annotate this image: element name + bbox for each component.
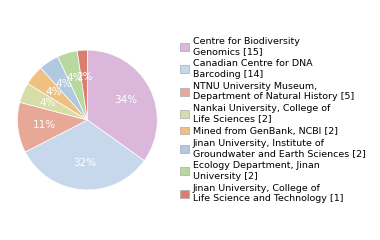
- Text: 2%: 2%: [76, 72, 92, 82]
- Text: 32%: 32%: [73, 158, 96, 168]
- Wedge shape: [41, 57, 87, 120]
- Text: 4%: 4%: [55, 79, 72, 89]
- Text: 4%: 4%: [66, 73, 83, 84]
- Wedge shape: [77, 50, 87, 120]
- Text: 34%: 34%: [114, 95, 138, 105]
- Wedge shape: [20, 84, 87, 120]
- Text: 11%: 11%: [33, 120, 56, 130]
- Text: 4%: 4%: [46, 87, 62, 97]
- Wedge shape: [25, 120, 144, 190]
- Wedge shape: [17, 102, 87, 152]
- Legend: Centre for Biodiversity
Genomics [15], Canadian Centre for DNA
Barcoding [14], N: Centre for Biodiversity Genomics [15], C…: [179, 36, 367, 204]
- Wedge shape: [58, 51, 87, 120]
- Wedge shape: [28, 68, 87, 120]
- Text: 4%: 4%: [39, 98, 56, 108]
- Wedge shape: [87, 50, 157, 161]
